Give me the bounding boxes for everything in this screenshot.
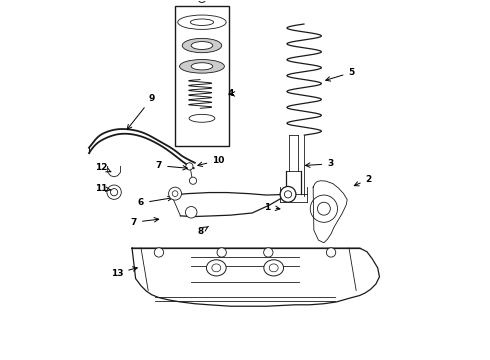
Bar — [175, 6, 229, 146]
Circle shape — [169, 187, 181, 200]
Text: 6: 6 — [138, 196, 172, 207]
Circle shape — [186, 207, 197, 218]
Text: 2: 2 — [354, 175, 372, 186]
Circle shape — [111, 189, 118, 196]
Circle shape — [310, 195, 338, 222]
Circle shape — [198, 0, 206, 3]
Circle shape — [186, 163, 193, 170]
Text: 3: 3 — [306, 159, 334, 168]
Ellipse shape — [206, 260, 226, 276]
Text: 7: 7 — [156, 161, 187, 170]
Ellipse shape — [182, 39, 221, 53]
Text: 10: 10 — [198, 156, 224, 167]
Circle shape — [285, 191, 292, 198]
Text: 8: 8 — [197, 226, 208, 236]
Text: 11: 11 — [96, 184, 111, 193]
Circle shape — [107, 185, 122, 199]
Ellipse shape — [178, 15, 226, 30]
Ellipse shape — [189, 114, 215, 122]
Ellipse shape — [269, 264, 278, 272]
Circle shape — [264, 248, 273, 257]
Text: 9: 9 — [127, 94, 155, 129]
Circle shape — [154, 248, 164, 257]
Circle shape — [326, 248, 336, 257]
Text: 5: 5 — [326, 68, 355, 81]
Text: 1: 1 — [265, 203, 280, 212]
Circle shape — [318, 202, 330, 215]
Circle shape — [280, 186, 296, 202]
Ellipse shape — [191, 63, 213, 70]
Ellipse shape — [190, 19, 214, 26]
Text: 4: 4 — [227, 89, 235, 98]
Text: 13: 13 — [111, 267, 137, 278]
Text: 12: 12 — [96, 163, 111, 172]
Ellipse shape — [212, 264, 221, 272]
Ellipse shape — [179, 59, 224, 73]
Circle shape — [217, 248, 226, 257]
Circle shape — [190, 177, 196, 184]
Text: 7: 7 — [131, 217, 159, 227]
Circle shape — [172, 191, 178, 197]
Ellipse shape — [191, 41, 213, 49]
Ellipse shape — [264, 260, 284, 276]
